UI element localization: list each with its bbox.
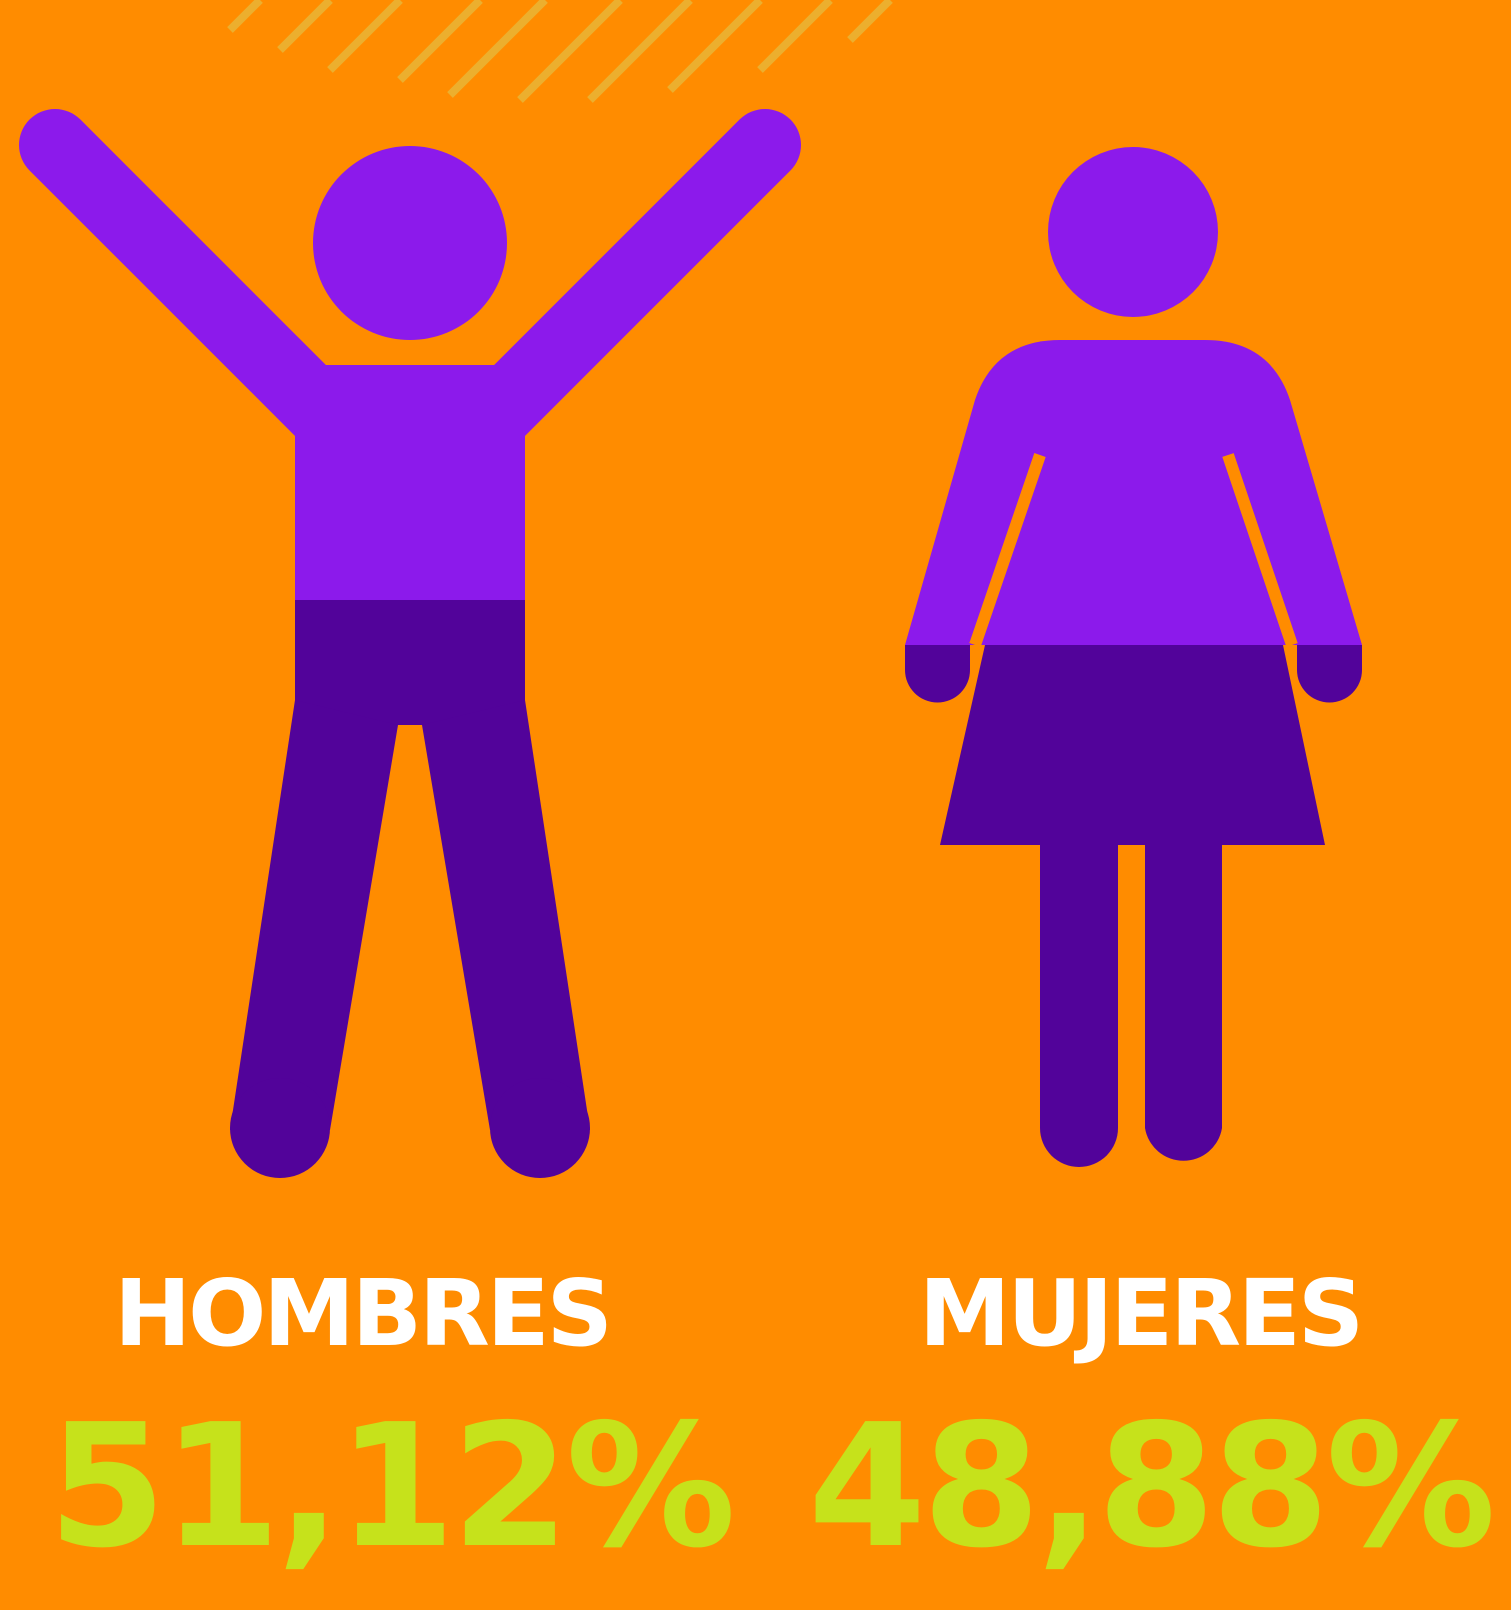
label: MUJERES [919, 1260, 1361, 1367]
label: HOMBRES [114, 1260, 610, 1367]
percentage: 48,88% [808, 1388, 1492, 1586]
man-icon [19, 109, 801, 1178]
woman-icon [905, 147, 1362, 1167]
stripes [227, 0, 893, 103]
percentage: 51,12% [48, 1388, 732, 1586]
